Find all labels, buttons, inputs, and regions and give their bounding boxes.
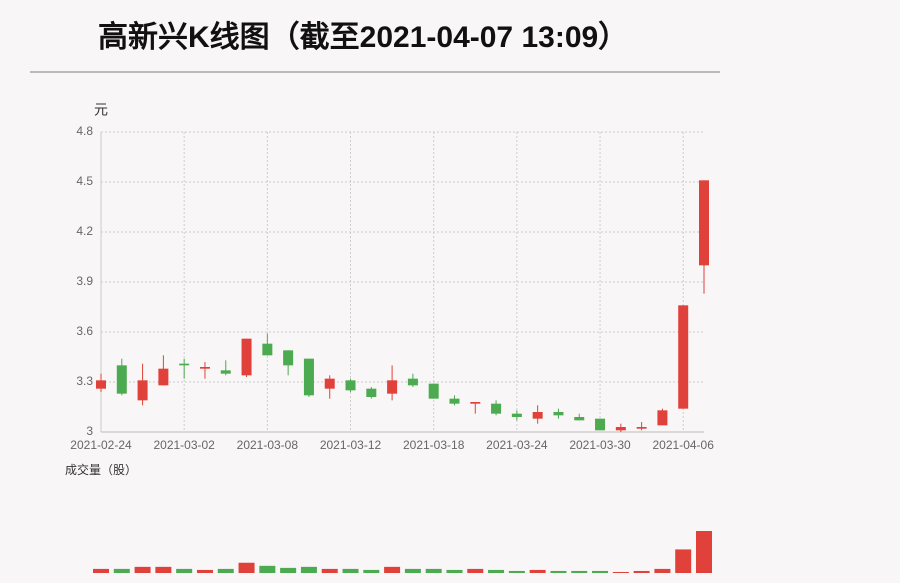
candle-body — [324, 378, 335, 389]
candle-body — [678, 305, 689, 409]
y-tick-label: 3.9 — [76, 274, 93, 288]
volume-bar — [238, 562, 255, 573]
volume-bar — [404, 568, 421, 573]
candle-body — [179, 363, 190, 366]
volume-bar — [259, 565, 276, 573]
volume-bar — [363, 569, 380, 573]
candle-body — [387, 380, 398, 394]
x-tick-label: 2021-03-18 — [403, 438, 465, 452]
volume-bar — [176, 568, 193, 573]
candle-body — [366, 388, 377, 397]
candle-body — [241, 338, 252, 376]
candle-body — [574, 417, 585, 421]
candle-body — [491, 403, 502, 414]
volume-bar — [342, 568, 359, 573]
volume-bar — [592, 570, 609, 573]
x-tick-label: 2021-03-12 — [320, 438, 382, 452]
volume-bar — [488, 569, 505, 573]
candle-body — [615, 427, 626, 431]
candle-body — [303, 358, 314, 396]
candle-body — [428, 383, 439, 399]
x-tick-label: 2021-03-02 — [153, 438, 215, 452]
candle-body — [449, 398, 460, 404]
candle-body — [470, 402, 481, 404]
y-tick-label: 3.3 — [76, 374, 93, 388]
candle-body — [199, 367, 210, 369]
candle-body — [532, 412, 543, 419]
candle-body — [511, 413, 522, 417]
y-tick-label: 3.6 — [76, 324, 93, 338]
volume-bar — [467, 568, 484, 573]
volume-bar — [654, 568, 671, 573]
candle-body — [345, 380, 356, 391]
y-tick-label: 4.8 — [76, 124, 93, 138]
x-tick-label: 2021-02-24 — [70, 438, 132, 452]
candle-body — [595, 418, 606, 431]
volume-bar — [508, 570, 525, 573]
volume-bar — [321, 568, 338, 573]
volume-bar — [425, 568, 442, 573]
volume-bar — [384, 566, 401, 573]
candle-body — [262, 343, 273, 356]
y-axis-label: 元 — [94, 102, 108, 118]
volume-bar — [612, 571, 629, 573]
y-tick-label: 3 — [86, 424, 93, 438]
candle-body — [220, 370, 231, 374]
candle-body — [553, 412, 564, 416]
volume-bar — [155, 566, 172, 573]
x-tick-label: 2021-03-08 — [237, 438, 299, 452]
candle-body — [158, 368, 169, 386]
candle-body — [283, 350, 294, 366]
volume-bar — [93, 568, 109, 573]
y-tick-label: 4.2 — [76, 224, 93, 238]
volume-bar — [134, 566, 151, 573]
candle-body — [116, 365, 127, 394]
chart-title: 高新兴K线图（截至2021-04-07 13:09） — [98, 20, 628, 54]
volume-bar — [113, 568, 130, 573]
y-tick-label: 4.5 — [76, 174, 93, 188]
candle-body — [96, 380, 106, 389]
volume-bar — [550, 570, 567, 573]
volume-bar — [675, 549, 692, 573]
volume-bar — [300, 566, 317, 573]
candle-body — [137, 380, 148, 401]
candle-body — [657, 410, 668, 426]
volume-bar — [633, 570, 650, 573]
candle-body — [407, 378, 418, 386]
volume-bar — [571, 570, 588, 573]
volume-bar — [280, 567, 297, 573]
candle-body — [636, 427, 647, 429]
volume-bar — [446, 569, 463, 573]
volume-bar — [529, 569, 546, 573]
volume-bar — [217, 568, 234, 573]
x-tick-label: 2021-03-24 — [486, 438, 548, 452]
volume-bar — [696, 531, 712, 573]
candle-body — [699, 180, 709, 266]
x-tick-label: 2021-04-06 — [653, 438, 715, 452]
volume-label: 成交量（股） — [65, 462, 137, 477]
volume-bar — [196, 569, 213, 573]
x-tick-label: 2021-03-30 — [569, 438, 631, 452]
